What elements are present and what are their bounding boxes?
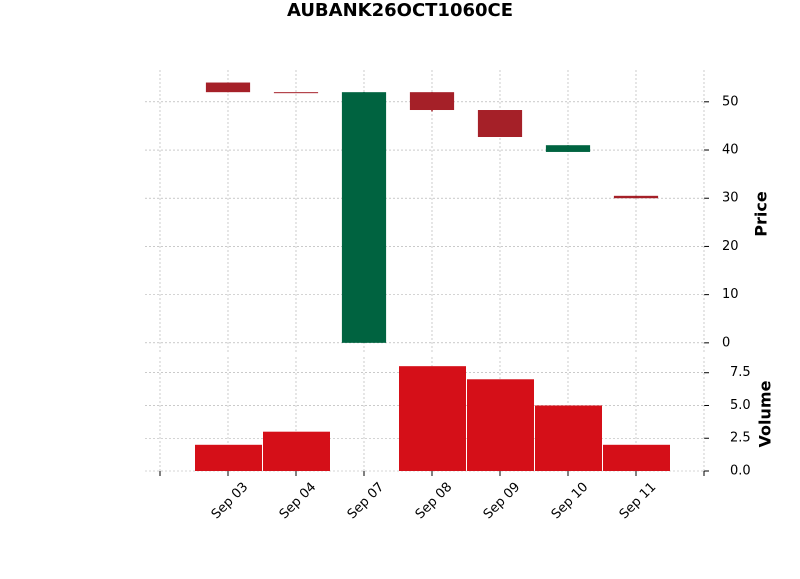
candle-body: [613, 195, 659, 199]
volume-bar: [467, 379, 534, 471]
x-tick-label: Sep 11: [617, 480, 660, 523]
y-tick-label: 30: [722, 191, 739, 206]
y2-tick-label: 5.0: [730, 398, 751, 413]
y2-tick-label: 7.5: [730, 365, 751, 380]
candle-body: [341, 92, 387, 343]
volume-bar: [603, 444, 670, 471]
candle-body: [273, 92, 319, 94]
x-tick-label: Sep 04: [277, 480, 320, 523]
candle-body: [477, 110, 523, 138]
volume-bar: [535, 405, 602, 471]
y-tick-label: 40: [722, 143, 739, 158]
volume-bar: [263, 431, 330, 471]
y2-axis-label: Volume: [756, 380, 775, 447]
y-tick-label: 50: [722, 94, 739, 109]
y2-tick-label: 2.5: [730, 431, 751, 446]
y-axis-label: Price: [752, 191, 771, 237]
y-tick-label: 20: [722, 239, 739, 254]
candle-body: [205, 82, 251, 93]
y2-tick-label: 0.0: [730, 464, 751, 479]
candle-body: [409, 92, 455, 111]
y-tick-label: 0: [722, 335, 730, 350]
x-tick-label: Sep 07: [345, 480, 388, 523]
volume-bar: [399, 366, 466, 471]
x-tick-label: Sep 10: [549, 480, 592, 523]
y-tick-label: 10: [722, 287, 739, 302]
volume-bar: [195, 444, 262, 471]
x-tick-label: Sep 09: [481, 480, 524, 523]
x-tick-label: Sep 08: [413, 480, 456, 523]
x-tick-label: Sep 03: [209, 480, 252, 523]
chart-title: AUBANK26OCT1060CE: [287, 0, 513, 21]
candle-body: [545, 145, 591, 152]
